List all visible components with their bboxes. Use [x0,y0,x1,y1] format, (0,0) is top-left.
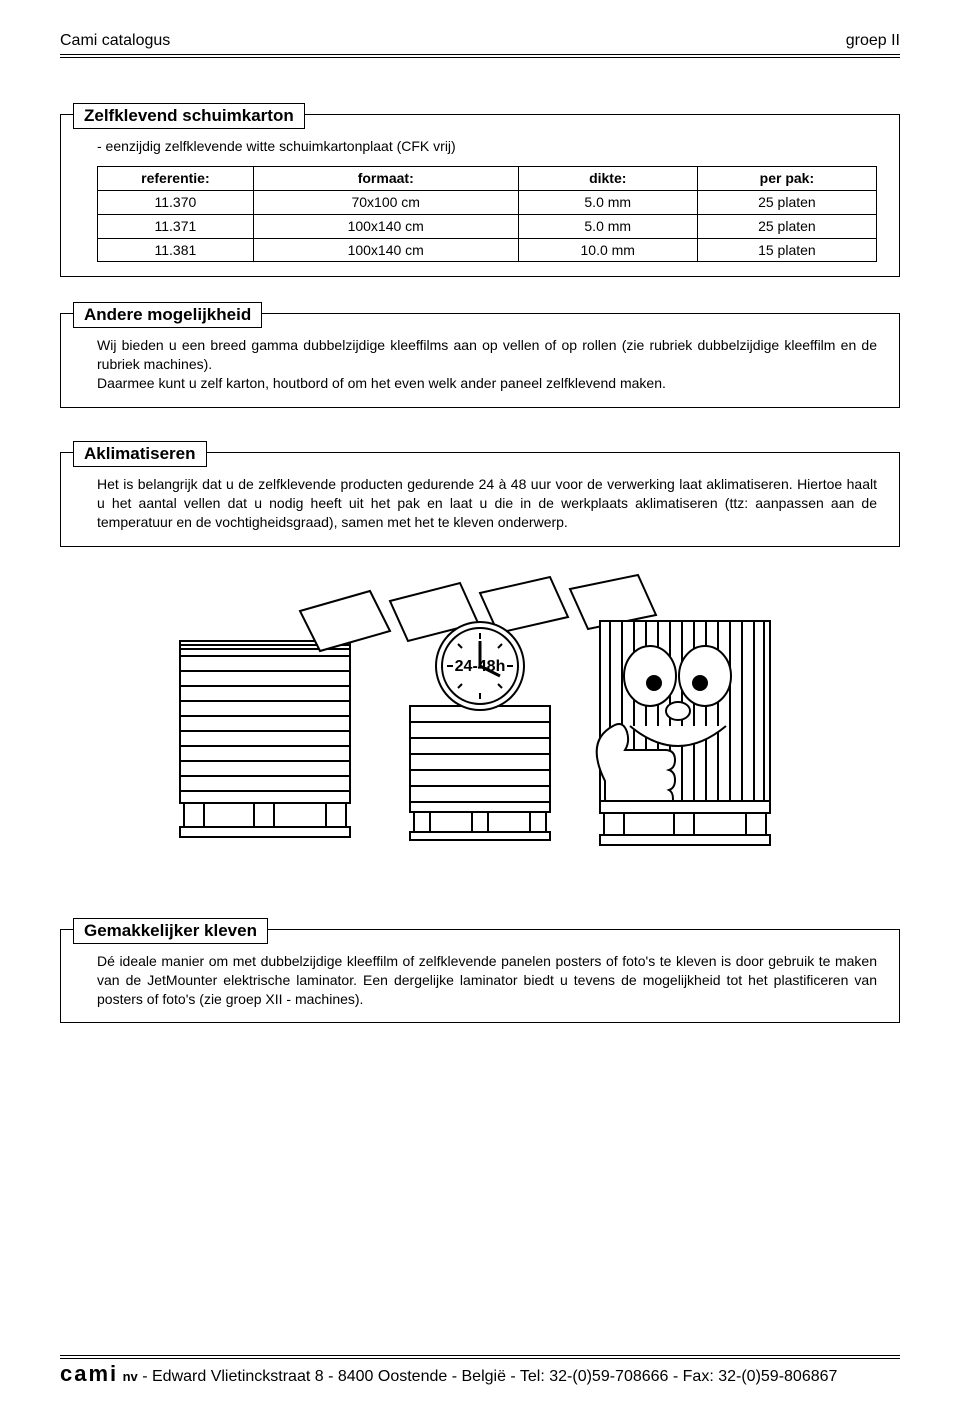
pallet-left-icon [180,641,350,837]
table-cell: 15 platen [697,238,876,262]
section-kleven: Gemakkelijker kleven Dé ideale manier om… [60,929,900,1024]
table-row: 11.371 100x140 cm 5.0 mm 25 platen [98,214,877,238]
table-header: referentie: [98,166,254,190]
footer-nv: nv [123,1369,138,1384]
page-header: Cami catalogus groep II [60,32,900,50]
table-header: dikte: [518,166,697,190]
section-andere: Andere mogelijkheid Wij bieden u een bre… [60,313,900,408]
table-cell: 100x140 cm [253,214,518,238]
table-cell: 100x140 cm [253,238,518,262]
section-schuimkarton-title: Zelfklevend schuimkarton [73,103,305,129]
section-aklimatiseren-title: Aklimatiseren [73,441,207,467]
pallet-middle-icon [410,706,550,840]
table-cell: 11.371 [98,214,254,238]
footer-address: - Edward Vlietinckstraat 8 - 8400 Oosten… [138,1368,838,1385]
table-cell: 10.0 mm [518,238,697,262]
aklimatiseren-illustration: 24-48h [160,571,800,881]
table-cell: 25 platen [697,214,876,238]
table-cell: 5.0 mm [518,214,697,238]
schuimkarton-table: referentie: formaat: dikte: per pak: 11.… [97,166,877,263]
clock-label: 24-48h [455,658,506,675]
header-right: groep II [846,32,900,50]
header-rule [60,54,900,58]
section-kleven-title: Gemakkelijker kleven [73,918,268,944]
table-row: 11.370 70x100 cm 5.0 mm 25 platen [98,190,877,214]
table-cell: 70x100 cm [253,190,518,214]
header-left: Cami catalogus [60,32,170,50]
section-aklimatiseren: Aklimatiseren Het is belangrijk dat u de… [60,452,900,547]
section-schuimkarton-intro: - eenzijdig zelfklevende witte schuimkar… [97,137,877,156]
section-schuimkarton: Zelfklevend schuimkarton - eenzijdig zel… [60,114,900,277]
section-andere-title: Andere mogelijkheid [73,302,262,328]
footer-rule [60,1355,900,1359]
table-row: 11.381 100x140 cm 10.0 mm 15 platen [98,238,877,262]
table-header: per pak: [697,166,876,190]
table-cell: 5.0 mm [518,190,697,214]
table-cell: 11.381 [98,238,254,262]
footer-brand: cami [60,1361,118,1386]
pallet-right-icon [597,621,770,845]
footer: cami nv - Edward Vlietinckstraat 8 - 840… [60,1361,900,1387]
table-cell: 25 platen [697,190,876,214]
table-header-row: referentie: formaat: dikte: per pak: [98,166,877,190]
table-cell: 11.370 [98,190,254,214]
table-header: formaat: [253,166,518,190]
